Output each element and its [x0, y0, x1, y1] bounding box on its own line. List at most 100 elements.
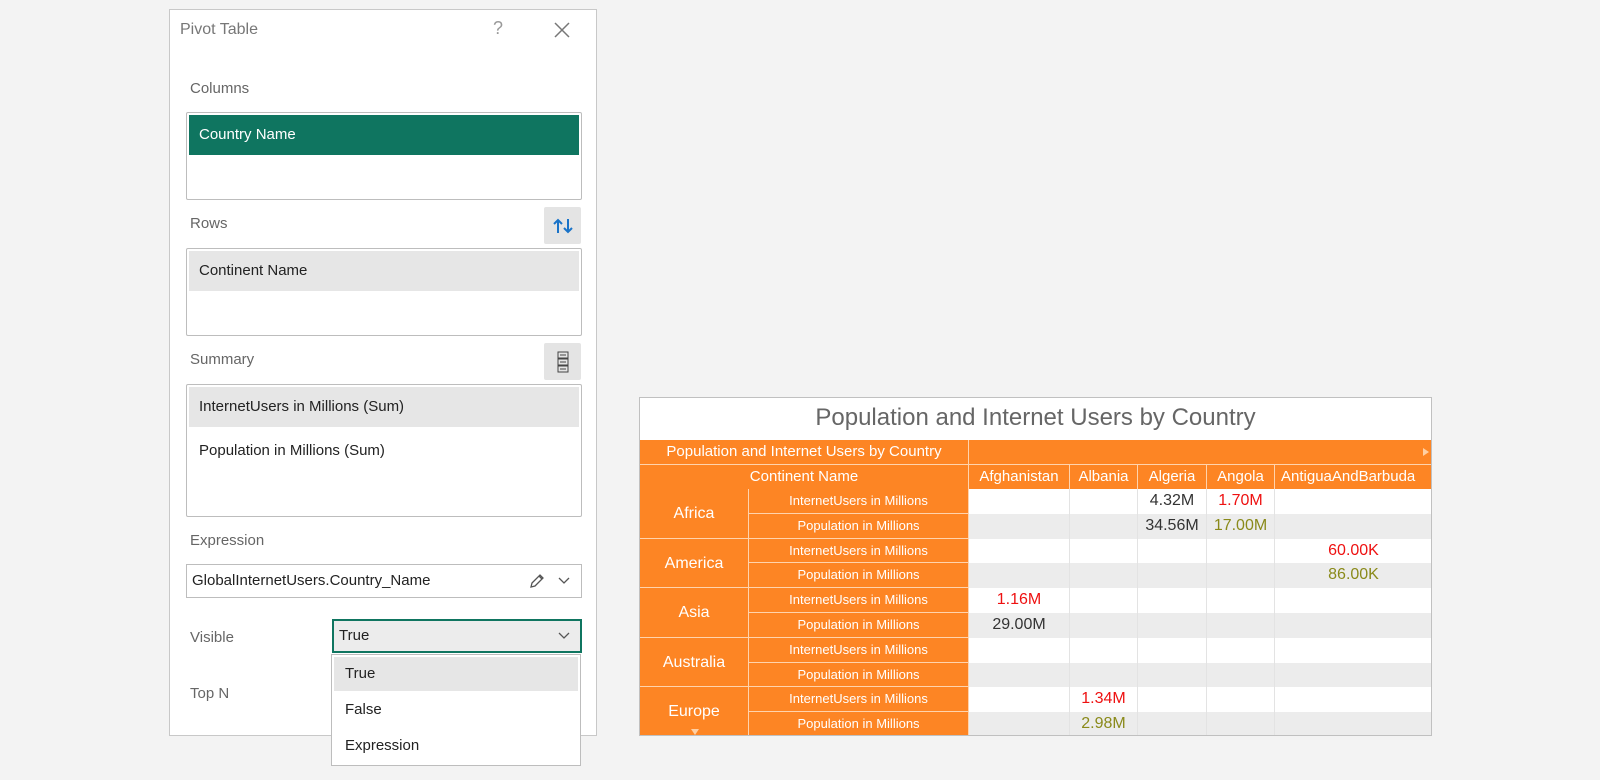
edit-pencil-icon[interactable]	[528, 572, 546, 590]
column-field-header-area	[969, 440, 1431, 465]
visible-chevron-down-icon[interactable]	[558, 631, 570, 641]
column-item-country-name[interactable]: Country Name	[189, 115, 579, 155]
summary-item-population[interactable]: Population in Millions (Sum)	[189, 431, 579, 471]
pivot-data-cell: 2.98M	[1070, 712, 1138, 735]
measure-row-header: Population in Millions	[749, 712, 969, 735]
pivot-data-cell	[1207, 538, 1275, 564]
pivot-data-cell	[1275, 687, 1431, 712]
measure-row-header: InternetUsers in Millions	[749, 538, 969, 564]
visible-label: Visible	[190, 629, 234, 646]
swap-arrows-icon	[552, 218, 573, 233]
pivot-data-cell	[1138, 637, 1207, 663]
pivot-data-cell	[969, 662, 1070, 688]
pivot-data-cell	[1138, 538, 1207, 564]
pivot-data-cell	[1138, 712, 1207, 735]
pivot-data-cell	[969, 637, 1070, 663]
pivot-data-cell: 4.32M	[1138, 489, 1207, 514]
measure-row-header: InternetUsers in Millions	[749, 588, 969, 613]
summary-layout-button[interactable]	[544, 343, 581, 380]
pivot-data-cell	[1138, 588, 1207, 613]
columns-box[interactable]: Country Name	[186, 112, 582, 200]
measure-row-header: InternetUsers in Millions	[749, 687, 969, 713]
pivot-data-cell	[1070, 513, 1138, 539]
list-layout-icon	[557, 351, 568, 372]
visible-dropdown-list: True False Expression	[331, 654, 581, 766]
pivot-data-cell: 29.00M	[969, 613, 1070, 638]
pivot-data-cell	[969, 712, 1070, 735]
pivot-data-cell	[1138, 662, 1207, 688]
pivot-data-cell	[1070, 613, 1138, 638]
close-icon[interactable]	[554, 22, 570, 38]
column-header-antiguaandbarbuda: AntiguaAndBarbuda	[1275, 465, 1431, 489]
visible-option-false[interactable]: False	[345, 701, 382, 718]
measure-row-header: Population in Millions	[749, 662, 969, 688]
visible-option-expression[interactable]: Expression	[345, 737, 420, 754]
swap-rows-columns-button[interactable]	[544, 207, 581, 244]
measure-row-header: Population in Millions	[749, 613, 969, 638]
pivot-data-cell	[1275, 513, 1431, 539]
summary-item-internet-users[interactable]: InternetUsers in Millions (Sum)	[189, 387, 579, 427]
pivot-grid-title: Population and Internet Users by Country	[815, 404, 1256, 431]
column-header-algeria: Algeria	[1138, 465, 1207, 489]
pivot-data-cell	[1275, 662, 1431, 688]
summary-label: Summary	[190, 351, 255, 368]
rows-box[interactable]: Continent Name	[186, 248, 582, 336]
scroll-down-arrow-icon[interactable]	[691, 729, 699, 735]
pivot-data-cell	[1275, 613, 1431, 638]
pivot-data-cell	[1207, 563, 1275, 589]
pivot-caption-header: Population and Internet Users by Country	[640, 440, 969, 465]
pivot-data-cell	[969, 489, 1070, 514]
pivot-data-cell: 1.34M	[1070, 687, 1138, 713]
columns-label: Columns	[190, 80, 250, 97]
pivot-data-cell	[1070, 588, 1138, 613]
pivot-data-cell	[1275, 588, 1431, 613]
visible-option-true[interactable]: True	[334, 657, 578, 691]
pivot-data-cell	[969, 513, 1070, 539]
measure-row-header: Population in Millions	[749, 563, 969, 589]
pivot-data-cell: 1.16M	[969, 588, 1070, 613]
continent-row-header: Africa	[640, 489, 749, 539]
pivot-data-cell	[1070, 662, 1138, 688]
column-header-afghanistan: Afghanistan	[969, 465, 1070, 489]
scroll-right-arrow-icon[interactable]	[1423, 448, 1429, 456]
top-n-label: Top N	[190, 685, 230, 702]
pivot-data-cell	[1275, 638, 1431, 663]
panel-title: Pivot Table	[180, 21, 258, 38]
row-field-header: Continent Name	[640, 465, 969, 489]
pivot-data-cell	[1138, 563, 1207, 589]
pivot-data-cell	[1070, 637, 1138, 663]
pivot-data-cell	[1207, 613, 1275, 638]
visible-select[interactable]: True	[332, 619, 582, 653]
measure-row-header: Population in Millions	[749, 513, 969, 539]
pivot-data-cell	[969, 538, 1070, 564]
pivot-data-cell	[1275, 489, 1431, 514]
pivot-grid: Population and Internet Users by Country…	[639, 397, 1432, 736]
pivot-data-cell: 34.56M	[1138, 513, 1207, 539]
measure-row-header: InternetUsers in Millions	[749, 637, 969, 663]
continent-row-header: Australia	[640, 637, 749, 688]
pivot-data-cell	[1207, 637, 1275, 663]
pivot-data-cell	[1207, 712, 1275, 735]
expression-field[interactable]: GlobalInternetUsers.Country_Name	[186, 564, 582, 598]
measure-row-header: InternetUsers in Millions	[749, 489, 969, 514]
column-header-angola: Angola	[1207, 465, 1275, 489]
help-icon[interactable]: ?	[493, 18, 504, 38]
pivot-data-cell	[1275, 712, 1431, 735]
pivot-data-cell: 17.00M	[1207, 513, 1275, 539]
pivot-data-cell: 60.00K	[1275, 539, 1431, 564]
pivot-data-cell	[1070, 489, 1138, 514]
pivot-data-cell: 1.70M	[1207, 489, 1275, 514]
pivot-data-cell	[1207, 662, 1275, 688]
pivot-data-cell	[969, 687, 1070, 713]
pivot-data-cell	[969, 563, 1070, 589]
expression-chevron-down-icon[interactable]	[558, 576, 570, 586]
pivot-data-cell	[1070, 538, 1138, 564]
pivot-data-cell: 86.00K	[1275, 563, 1431, 589]
summary-box[interactable]: InternetUsers in Millions (Sum) Populati…	[186, 384, 582, 517]
row-item-continent-name[interactable]: Continent Name	[189, 251, 579, 291]
visible-value: True	[339, 627, 370, 644]
pivot-data-cell	[1138, 613, 1207, 638]
pivot-data-cell	[1207, 588, 1275, 613]
continent-row-header: Asia	[640, 588, 749, 638]
pivot-table-panel: Pivot Table ? Columns Country Name Rows …	[169, 9, 597, 736]
